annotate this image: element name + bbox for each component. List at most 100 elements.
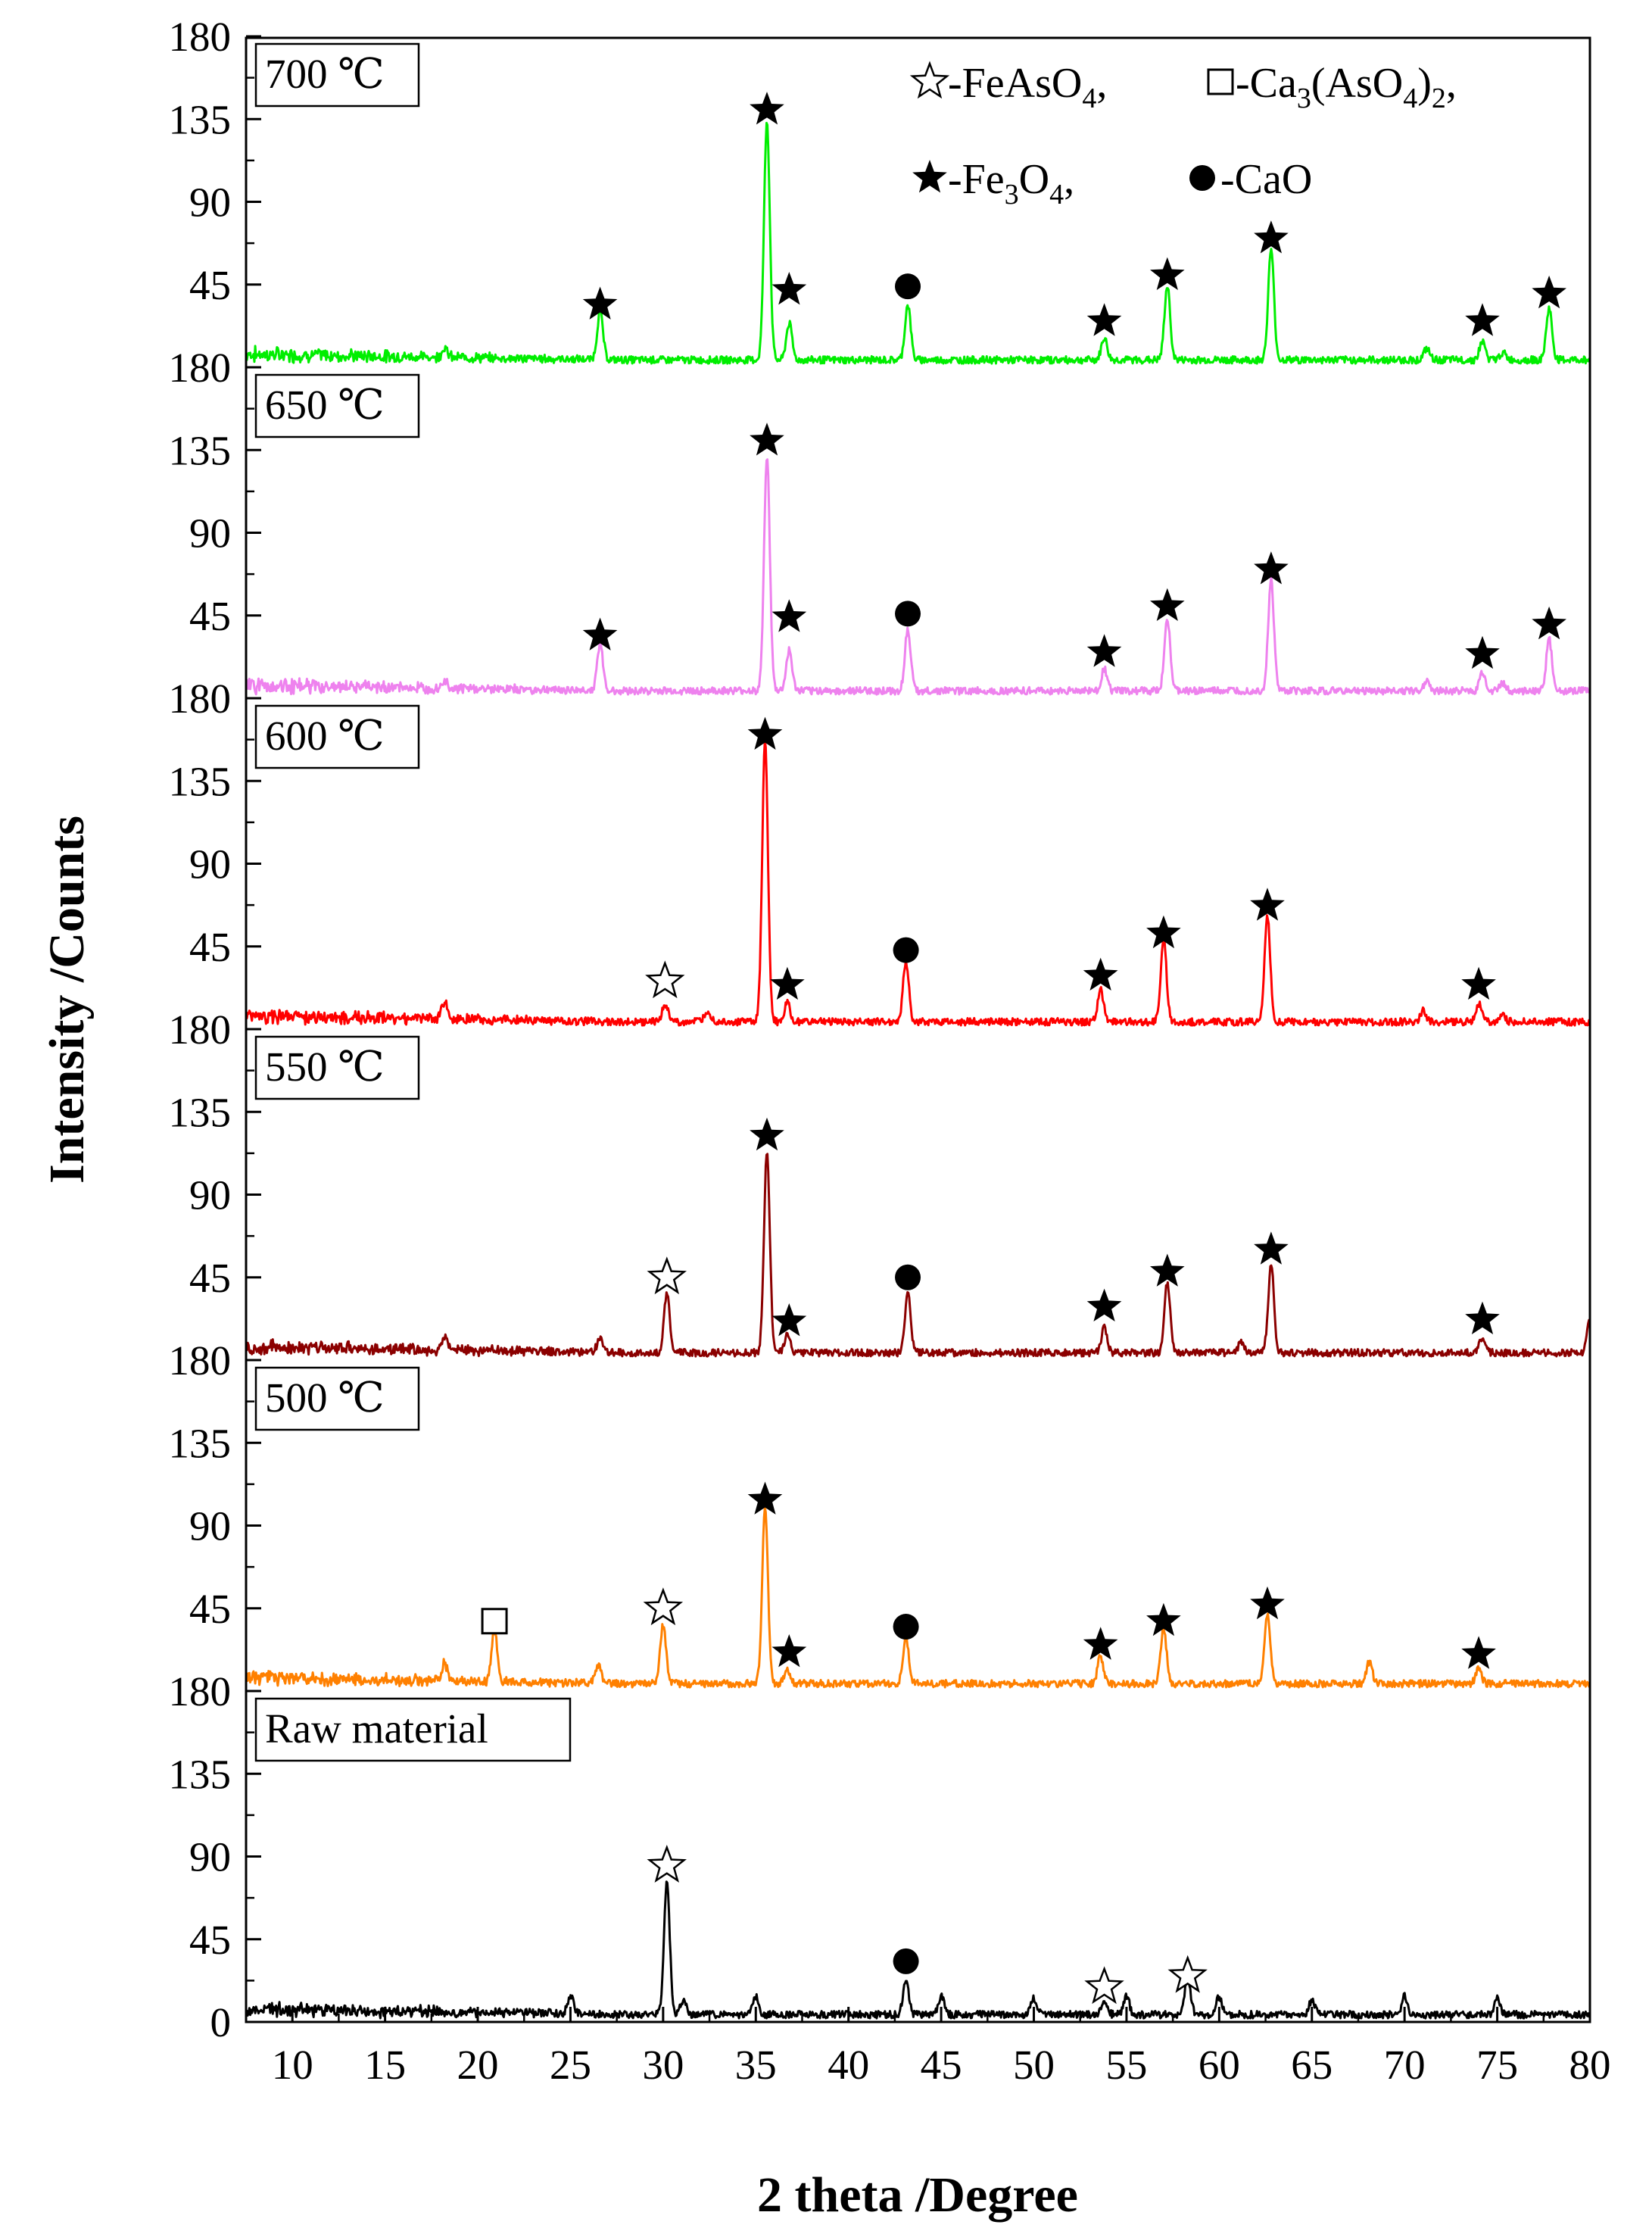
fe3o4-marker [771, 1303, 807, 1337]
x-tick-label: 15 [364, 2042, 406, 2088]
fe3o4-marker [1532, 606, 1566, 640]
axes: 45 90 135 180 45 90 135 180 45 90 135 180 45 90 135 180… [169, 14, 1611, 2088]
ca3aso42-marker [1207, 68, 1234, 95]
cao-marker [1189, 165, 1215, 191]
fe3o4-marker [1150, 588, 1185, 621]
legend-label: -Fe3O4, [948, 156, 1074, 211]
x-tick-label: 20 [457, 2042, 499, 2088]
xrd-pattern: 700 ℃ [245, 42, 1591, 365]
y-tick-label: 135 [169, 758, 232, 804]
y-tick-label: 180 [169, 14, 232, 60]
panel-label-box [254, 1697, 572, 1762]
y-tick-label: 90 [189, 841, 231, 888]
x-tick-label: 80 [1569, 2042, 1611, 2088]
fe3o4-marker [1465, 1301, 1500, 1334]
fe3o4-marker [1086, 1288, 1122, 1321]
fe3o4-marker [1146, 1602, 1181, 1636]
panel-label-box [254, 704, 420, 769]
fe3o4-marker [582, 617, 618, 651]
y-tick-label: 45 [189, 593, 231, 639]
panel-label-text: 500 ℃ [265, 1374, 385, 1421]
y-tick-label: 45 [189, 1917, 231, 1963]
fe3o4-marker [1150, 1253, 1185, 1287]
y-tick-label: 90 [189, 1172, 231, 1218]
panel-label-text: 550 ℃ [265, 1044, 385, 1090]
y-tick-label: 45 [189, 1255, 231, 1301]
fe3o4-marker [582, 286, 618, 320]
panel-label-box [254, 373, 420, 438]
y-tick-label: 135 [169, 427, 232, 473]
y-axis-title: Intensity /Counts [39, 816, 95, 1184]
fe3o4-marker [771, 1634, 807, 1668]
cao-marker [893, 937, 919, 963]
cao-marker [893, 1948, 919, 1974]
feaso4-marker [647, 1845, 687, 1883]
x-tick-label: 45 [921, 2042, 962, 2088]
y-tick-label: 180 [169, 1668, 232, 1715]
y-tick-label: 180 [169, 345, 232, 391]
y-tick-label: 135 [169, 1751, 232, 1797]
panel-label-text: 650 ℃ [265, 382, 385, 428]
ca3aso42-marker [481, 1608, 508, 1635]
y-tick-label: 45 [189, 924, 231, 970]
fe3o4-marker [1254, 1231, 1289, 1265]
cao-marker [895, 1264, 921, 1290]
fe3o4-marker [771, 272, 807, 305]
series-line [245, 739, 1591, 1027]
y-tick-label: 45 [189, 262, 231, 308]
cao-marker [893, 1614, 919, 1640]
plot-area: 700 ℃ 650 ℃ 600 ℃ 550 ℃ 500 ℃ Raw material [245, 42, 1591, 2020]
panel-label: 700 ℃ [254, 42, 420, 108]
x-axis-title: 2 theta /Degree [757, 2167, 1078, 2223]
fe3o4-marker [1461, 1636, 1496, 1669]
legend-label: -CaO [1220, 156, 1312, 203]
fe3o4-marker [771, 599, 807, 632]
xrd-pattern: 500 ℃ [245, 1366, 1591, 1689]
xrd-pattern: 600 ℃ [245, 704, 1591, 1027]
fe3o4-marker [1083, 957, 1118, 991]
cao-marker [895, 273, 921, 300]
feaso4-marker [1084, 1966, 1124, 2005]
fe3o4-marker [750, 423, 784, 456]
panel-label: 500 ℃ [254, 1366, 420, 1431]
panel-label-text: 600 ℃ [265, 713, 385, 759]
x-tick-label: 30 [642, 2042, 684, 2088]
cao-marker [895, 601, 921, 627]
feaso4-marker [647, 1256, 687, 1295]
y-tick-label: 135 [169, 1089, 232, 1135]
fe3o4-marker [1086, 303, 1122, 336]
panel-label: 650 ℃ [254, 373, 420, 438]
y-tick-label: 135 [169, 96, 232, 142]
feaso4-marker [909, 61, 950, 99]
x-tick-label: 25 [550, 2042, 591, 2088]
fe3o4-marker [912, 160, 947, 193]
panel-label-box [254, 1035, 420, 1100]
panel-label-box [254, 42, 420, 108]
fe3o4-marker [1086, 634, 1122, 667]
panel-label: Raw material [254, 1697, 572, 1762]
fe3o4-marker [1465, 635, 1500, 669]
series-line [245, 1880, 1591, 2020]
panel-label-text: Raw material [265, 1705, 488, 1752]
x-tick-label: 35 [735, 2042, 777, 2088]
fe3o4-marker [770, 966, 805, 1000]
x-tick-label: 75 [1476, 2042, 1518, 2088]
y-tick-label: 135 [169, 1420, 232, 1466]
y-tick-label: 90 [189, 1503, 231, 1549]
fe3o4-marker [1250, 1586, 1285, 1620]
x-tick-label: 10 [272, 2042, 313, 2088]
fe3o4-marker [747, 1481, 783, 1515]
panel-label-box [254, 1366, 420, 1431]
xrd-pattern: 650 ℃ [245, 373, 1591, 696]
fe3o4-marker [1254, 220, 1289, 254]
feaso4-marker [643, 1587, 684, 1626]
y-tick-label: 0 [210, 1999, 232, 2045]
fe3o4-marker [1250, 888, 1285, 921]
series-line [245, 1153, 1591, 1358]
fe3o4-marker [750, 92, 784, 125]
x-tick-label: 65 [1291, 2042, 1333, 2088]
y-tick-label: 90 [189, 179, 231, 226]
xrd-pattern: Raw material [245, 1697, 1591, 2020]
x-tick-label: 40 [828, 2042, 869, 2088]
